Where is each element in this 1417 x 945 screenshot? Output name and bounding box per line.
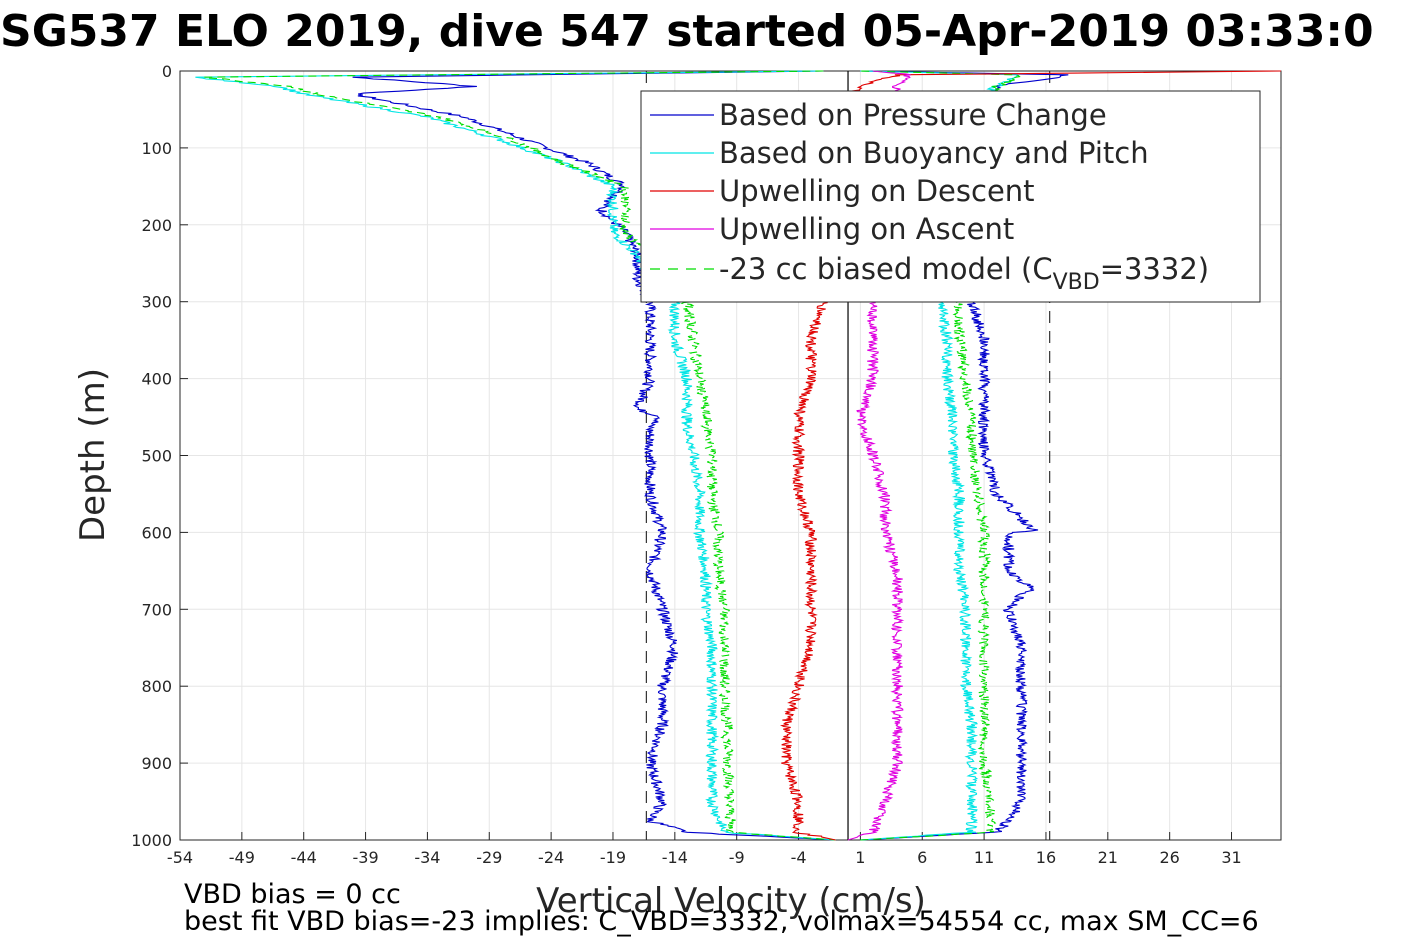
legend-label-model-main: -23 cc biased model (C	[719, 252, 1053, 286]
legend-label-model-end: =3332)	[1100, 252, 1209, 286]
annotation-vbd-bias: VBD bias = 0 cc	[184, 879, 401, 910]
x-tick-label: -24	[538, 848, 564, 867]
y-tick-label: 800	[141, 677, 172, 696]
y-axis-label: Depth (m)	[73, 368, 113, 542]
x-tick-label: -44	[291, 848, 317, 867]
series-line-buoyancy_descent	[195, 70, 836, 841]
x-tick-label: 11	[974, 848, 994, 867]
x-tick-label: 21	[1098, 848, 1118, 867]
y-tick-label: 300	[141, 293, 172, 312]
legend-label-upwelling-descent: Upwelling on Descent	[719, 174, 1035, 208]
y-tick-label: 400	[141, 370, 172, 389]
x-tick-label: 6	[917, 848, 927, 867]
y-tick-label: 900	[141, 754, 172, 773]
x-tick-label: 16	[1036, 848, 1056, 867]
x-tick-label: -34	[414, 848, 440, 867]
y-tick-labels: 0 100 200 300 400 500 600 700 800 900 1000	[131, 62, 172, 850]
x-tick-label: -9	[729, 848, 745, 867]
x-tick-labels: -54 -49 -44 -39 -34 -29 -24 -19 -14 -9 -4 1 6 11 16 21 2…	[167, 848, 1242, 867]
chart-title: SG537 ELO 2019, dive 547 started 05-Apr-…	[0, 6, 1374, 57]
series-line-model_descent	[204, 70, 836, 841]
x-tick-label: 31	[1221, 848, 1241, 867]
x-tick-label: -19	[600, 848, 626, 867]
x-tick-label: -4	[791, 848, 807, 867]
legend-label-pressure: Based on Pressure Change	[719, 98, 1107, 132]
legend-label-buoyancy: Based on Buoyancy and Pitch	[719, 136, 1149, 170]
legend-label-upwelling-ascent: Upwelling on Ascent	[719, 212, 1014, 246]
x-tick-label: -39	[352, 848, 378, 867]
x-tick-label: -14	[662, 848, 688, 867]
annotation-best-fit: best fit VBD bias=-23 implies: C_VBD=333…	[184, 906, 1259, 937]
y-tick-label: 200	[141, 216, 172, 235]
y-tick-label: 600	[141, 523, 172, 542]
x-tick-label: -49	[229, 848, 255, 867]
x-tick-label: -54	[167, 848, 193, 867]
x-axis-label: Vertical Velocity (cm/s)	[536, 881, 926, 921]
x-tick-label: -29	[476, 848, 502, 867]
plot-frame	[179, 70, 1282, 841]
legend-box	[640, 90, 1261, 303]
x-tick-label: 1	[855, 848, 865, 867]
y-tick-label: 0	[162, 62, 172, 81]
x-tick-label: 26	[1159, 848, 1179, 867]
y-tick-label: 500	[141, 447, 172, 466]
y-tick-label: 100	[141, 139, 172, 158]
y-tick-label: 700	[141, 600, 172, 619]
y-tick-label: 1000	[131, 831, 172, 850]
legend-label-model: -23 cc biased model (CVBD=3332)	[719, 252, 1209, 295]
legend-label-model-sub: VBD	[1053, 270, 1100, 295]
legend: Based on Pressure Change Based on Buoyan…	[640, 90, 1261, 303]
